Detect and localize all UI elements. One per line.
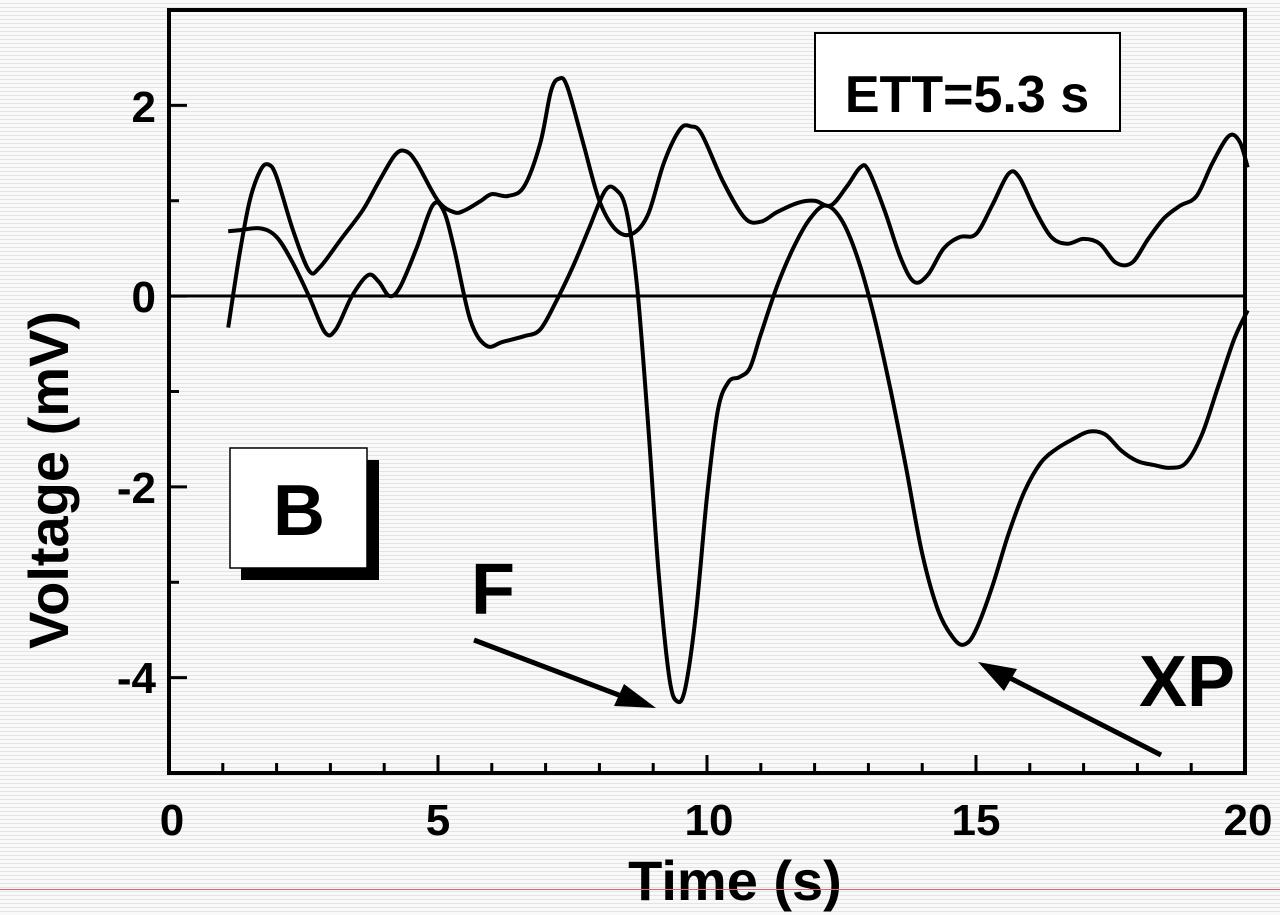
y-tick-label: -2 [117, 464, 156, 513]
f-arrow [474, 640, 656, 708]
series-group [228, 78, 1247, 702]
x-tick-label: 15 [952, 796, 1001, 845]
x-tick-labels: 0 5 10 15 20 [160, 796, 1273, 845]
panel-label: B [273, 471, 325, 551]
x-axis-label: Time (s) [628, 849, 842, 912]
y-tick-label: 2 [132, 83, 156, 132]
x-tick-label: 5 [426, 796, 450, 845]
series-line-2 [228, 187, 1247, 703]
f-label: F [471, 550, 515, 630]
x-tick-label: 10 [685, 796, 734, 845]
y-tick-labels: 2 0 -2 -4 [117, 83, 157, 703]
y-axis-label: Voltage (mV) [17, 311, 80, 649]
x-tick-label: 0 [160, 796, 184, 845]
xp-arrow [978, 662, 1161, 755]
panel-label-box: B [230, 448, 379, 580]
y-tick-label: 0 [132, 273, 156, 322]
x-tick-label: 20 [1224, 796, 1273, 845]
ett-box: ETT=5.3 s [815, 33, 1120, 131]
slide-divider-line [0, 889, 1280, 890]
y-tick-label: -4 [117, 654, 157, 703]
ett-label: ETT=5.3 s [845, 66, 1089, 124]
xp-label: XP [1139, 642, 1235, 722]
